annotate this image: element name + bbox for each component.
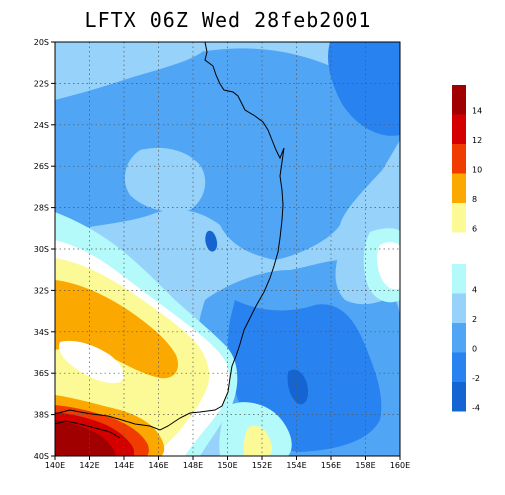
contour-yellow-south: [243, 425, 273, 456]
colorbar-label: 6: [472, 225, 477, 234]
lat-label: 20S: [34, 38, 49, 47]
lon-label: 150E: [217, 461, 237, 470]
lon-label: 156E: [321, 461, 341, 470]
lon-label: 146E: [148, 461, 168, 470]
colorbar-swatch: [452, 114, 466, 144]
lon-label: 158E: [355, 461, 375, 470]
contour-darkblue-small: [205, 230, 218, 252]
colorbar-swatch: [452, 323, 466, 353]
colorbar-swatch: [452, 85, 466, 115]
lon-label: 154E: [286, 461, 306, 470]
colorbar-label: 8: [472, 195, 477, 204]
colorbar-label: 10: [472, 166, 482, 175]
contour-blue-east: [328, 42, 400, 136]
colorbar-label: 12: [472, 136, 482, 145]
colorbar-label: 2: [472, 315, 477, 324]
colorbar-swatch: [452, 173, 466, 203]
coastline-bass-strait: [55, 420, 121, 439]
contour-orange-west: [55, 280, 179, 379]
lon-label: 152E: [252, 461, 272, 470]
lon-label: 148E: [183, 461, 203, 470]
lat-label: 40S: [34, 452, 49, 461]
map-title: LFTX 06Z Wed 28feb2001: [84, 8, 372, 32]
colorbar-label: -4: [472, 404, 480, 413]
lat-label: 28S: [34, 204, 49, 213]
longitude-axis: 140E 142E 144E 146E 148E 150E 152E 154E 156E 158E…: [45, 456, 410, 470]
colorbar-swatch: [452, 293, 466, 323]
lon-label: 140E: [45, 461, 65, 470]
lat-label: 26S: [34, 162, 49, 171]
colorbar-label: 4: [472, 286, 477, 295]
colorbar-swatch: [452, 382, 466, 412]
contour-white-patch: [59, 340, 124, 384]
lat-label: 30S: [34, 245, 49, 254]
contour-field: [55, 42, 400, 456]
lat-label: 36S: [34, 369, 49, 378]
colorbar-swatch: [452, 144, 466, 174]
lat-label: 38S: [34, 411, 49, 420]
lat-label: 34S: [34, 328, 49, 337]
colorbar-swatch: [452, 352, 466, 382]
contour-midblue-north: [55, 48, 400, 260]
colorbar-lower: 4 2 0 -2 -4: [452, 264, 480, 413]
colorbar-label: 0: [472, 345, 477, 354]
colorbar-label: 14: [472, 107, 482, 116]
latitude-axis: 20S 22S 24S 26S 28S 30S 32S 34S 36S 38S 40S: [34, 38, 55, 461]
coastline-east-australia: [55, 42, 285, 431]
graticule: [55, 42, 400, 456]
lon-label: 160E: [390, 461, 410, 470]
colorbar-swatch: [452, 203, 466, 233]
contour-lightblue-center: [124, 147, 206, 212]
contour-darkblue-blob: [287, 369, 309, 405]
lon-label: 144E: [114, 461, 134, 470]
lat-label: 32S: [34, 286, 49, 295]
colorbar-swatch: [452, 264, 466, 294]
lat-label: 22S: [34, 79, 49, 88]
contour-lightblue-top-left: [55, 42, 210, 100]
lon-label: 142E: [79, 461, 99, 470]
contour-darkred-southwest: [55, 420, 116, 456]
colorbar-label: -2: [472, 374, 480, 383]
lat-label: 24S: [34, 121, 49, 130]
colorbar-upper: 14 12 10 8 6: [452, 85, 482, 234]
